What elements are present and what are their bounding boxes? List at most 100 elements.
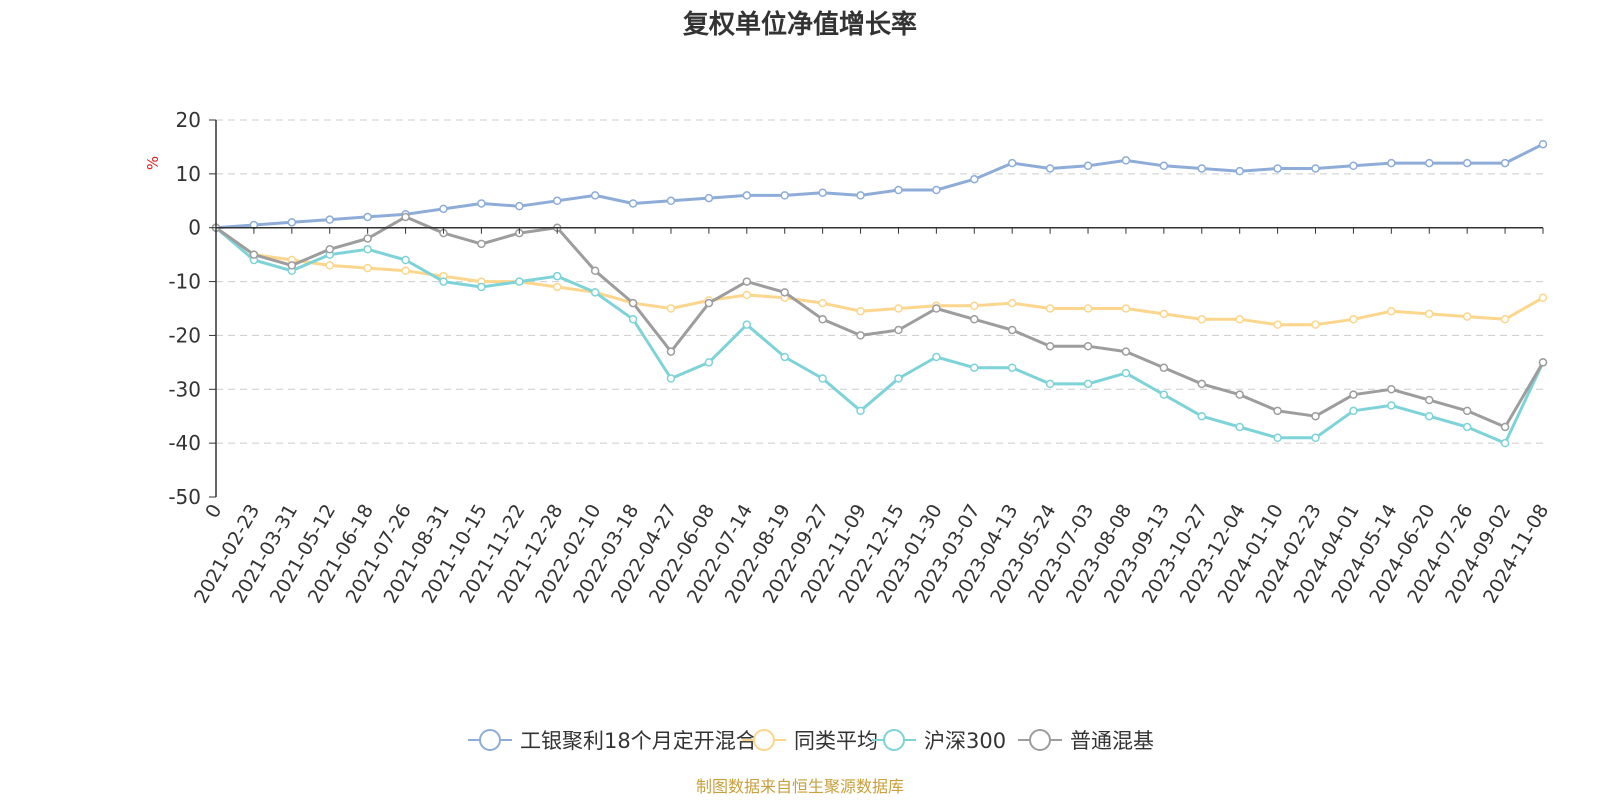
- data-point: [1311, 320, 1320, 329]
- data-point: [894, 185, 903, 195]
- data-point: [970, 301, 979, 311]
- y-tick-label: 20: [176, 108, 201, 132]
- data-point: [1349, 390, 1358, 399]
- data-point: [856, 406, 865, 416]
- data-point: [1083, 304, 1093, 313]
- data-point: [818, 315, 827, 324]
- data-point: [1425, 411, 1434, 421]
- data-point: [780, 352, 789, 362]
- data-point: [742, 277, 752, 286]
- data-point: [249, 250, 259, 259]
- data-point: [856, 191, 865, 200]
- data-point: [552, 282, 562, 292]
- data-point: [1387, 385, 1396, 394]
- legend-item[interactable]: 沪深300: [872, 729, 1006, 753]
- data-point: [970, 174, 979, 184]
- data-point: [1121, 347, 1131, 356]
- data-point: [1121, 156, 1131, 165]
- data-point: [363, 212, 372, 222]
- data-point: [894, 304, 903, 313]
- data-point: [1387, 306, 1396, 316]
- data-point: [1462, 406, 1472, 416]
- data-point: [1500, 315, 1510, 324]
- data-point: [1235, 390, 1244, 399]
- data-point: [1425, 395, 1434, 405]
- data-point: [666, 374, 676, 383]
- x-tick-label: 0: [201, 501, 226, 522]
- y-axis-unit: %: [144, 156, 162, 170]
- data-point: [1197, 315, 1207, 324]
- data-point: [363, 245, 372, 254]
- data-point: [1045, 304, 1055, 313]
- legend-label: 同类平均: [794, 729, 878, 753]
- data-point: [932, 185, 941, 195]
- data-point: [932, 304, 941, 313]
- data-point: [439, 277, 448, 286]
- data-point: [1159, 390, 1169, 399]
- data-point: [1045, 379, 1055, 389]
- data-point: [704, 298, 714, 308]
- data-point: [932, 352, 941, 362]
- data-point: [1311, 164, 1320, 173]
- legend[interactable]: 工银聚利18个月定开混合A 同类平均 沪深300 普通混基: [468, 729, 1154, 753]
- y-tick-label: -20: [168, 323, 201, 347]
- legend-item[interactable]: 普通混基: [1018, 729, 1154, 753]
- data-point: [894, 325, 903, 335]
- data-point: [1500, 438, 1510, 448]
- legend-marker-icon: [1029, 729, 1051, 751]
- legend-label: 普通混基: [1070, 729, 1154, 753]
- data-point: [477, 239, 486, 249]
- data-point: [1235, 166, 1244, 176]
- data-point: [1462, 158, 1472, 168]
- legend-item[interactable]: 同类平均: [742, 729, 878, 753]
- data-point: [856, 306, 865, 316]
- data-point: [1007, 363, 1017, 372]
- data-point: [325, 261, 334, 270]
- legend-marker-icon: [753, 729, 775, 751]
- y-tick-label: -50: [168, 485, 201, 509]
- legend-label: 沪深300: [924, 729, 1006, 753]
- data-point: [818, 298, 827, 308]
- y-tick-label: 0: [188, 216, 201, 240]
- data-point: [287, 261, 297, 270]
- legend-item[interactable]: 工银聚利18个月定开混合A: [468, 729, 772, 753]
- data-point: [1273, 320, 1282, 329]
- data-point: [1538, 358, 1548, 367]
- series-line: [214, 215, 1545, 429]
- data-point: [287, 218, 297, 227]
- data-point: [780, 191, 789, 200]
- data-point: [1500, 422, 1510, 432]
- y-tick-label: -40: [168, 431, 201, 455]
- data-point: [1538, 293, 1548, 302]
- data-point: [590, 191, 600, 200]
- legend-marker-icon: [479, 729, 501, 751]
- grid: [216, 119, 1543, 444]
- y-tick-label: -10: [168, 270, 201, 294]
- data-point: [477, 199, 486, 208]
- series-3: [211, 212, 1548, 432]
- data-point: [1083, 341, 1093, 351]
- data-point: [1387, 158, 1396, 168]
- legend-marker-icon: [883, 729, 905, 751]
- data-point: [704, 358, 714, 367]
- data-point: [628, 298, 638, 308]
- y-tick-label: -30: [168, 377, 201, 401]
- legend-label: 工银聚利18个月定开混合A: [520, 729, 772, 753]
- data-point: [1273, 164, 1282, 173]
- data-point: [818, 374, 827, 383]
- series-2: [211, 223, 1548, 448]
- series-layer: [211, 139, 1548, 448]
- data-point: [1273, 433, 1282, 443]
- data-point: [856, 331, 865, 340]
- data-point: [1349, 315, 1358, 324]
- data-point: [515, 277, 524, 286]
- data-point: [1007, 158, 1017, 168]
- data-point: [780, 288, 789, 297]
- data-point: [325, 245, 334, 254]
- data-point: [1159, 309, 1169, 319]
- data-point: [894, 374, 903, 383]
- data-point: [439, 204, 448, 214]
- data-point: [552, 271, 562, 281]
- chart-title: 复权单位净值增长率: [683, 9, 917, 40]
